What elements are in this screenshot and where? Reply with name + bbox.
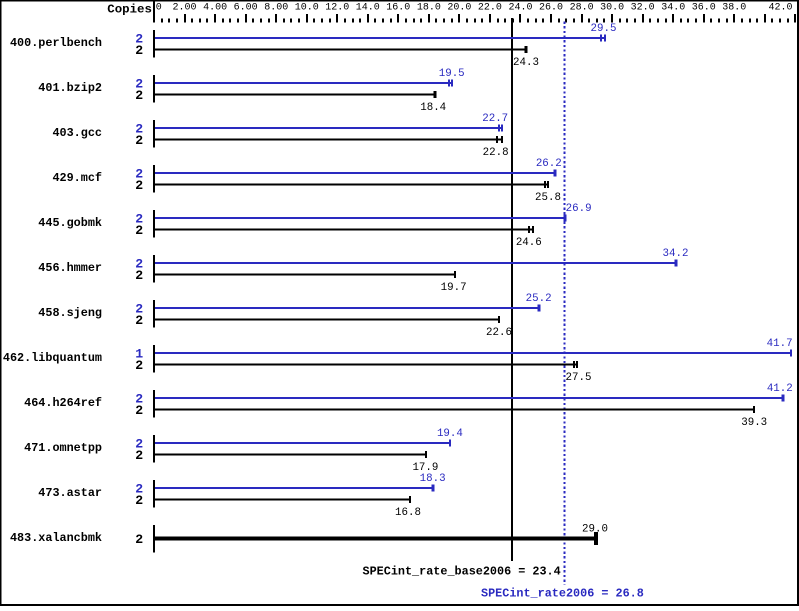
svg-text:2: 2 [135, 31, 143, 46]
svg-text:2: 2 [135, 403, 143, 418]
svg-text:34.2: 34.2 [663, 248, 689, 260]
svg-text:42.0: 42.0 [768, 3, 792, 14]
svg-text:458.sjeng: 458.sjeng [38, 306, 102, 320]
svg-text:2: 2 [135, 211, 143, 226]
svg-text:27.5: 27.5 [566, 372, 592, 384]
svg-text:29.5: 29.5 [591, 23, 617, 35]
svg-text:41.2: 41.2 [767, 383, 793, 395]
svg-text:20.0: 20.0 [447, 3, 471, 14]
svg-text:473.astar: 473.astar [38, 486, 102, 500]
svg-text:2: 2 [135, 532, 143, 547]
svg-text:462.libquantum: 462.libquantum [3, 351, 102, 365]
svg-text:2: 2 [135, 178, 143, 193]
svg-text:2: 2 [135, 481, 143, 496]
svg-text:2: 2 [135, 43, 143, 58]
svg-text:17.9: 17.9 [412, 462, 438, 474]
svg-text:2: 2 [135, 268, 143, 283]
svg-text:2: 2 [135, 166, 143, 181]
svg-text:22.0: 22.0 [478, 3, 502, 14]
svg-text:22.6: 22.6 [486, 327, 512, 339]
svg-text:19.7: 19.7 [441, 282, 467, 294]
svg-text:19.5: 19.5 [439, 68, 465, 80]
svg-text:483.xalancbmk: 483.xalancbmk [10, 531, 102, 545]
svg-text:2: 2 [135, 448, 143, 463]
svg-text:429.mcf: 429.mcf [52, 171, 102, 185]
svg-text:2.00: 2.00 [172, 3, 196, 14]
svg-text:22.8: 22.8 [483, 147, 509, 159]
svg-text:1: 1 [135, 346, 143, 361]
svg-text:400.perlbench: 400.perlbench [10, 36, 102, 50]
svg-text:25.8: 25.8 [535, 192, 561, 204]
svg-text:28.0: 28.0 [570, 3, 594, 14]
svg-text:29.0: 29.0 [582, 523, 608, 535]
svg-text:32.0: 32.0 [631, 3, 655, 14]
svg-text:2: 2 [135, 133, 143, 148]
svg-text:14.0: 14.0 [356, 3, 380, 14]
svg-text:SPECint_rate_base2006 = 23.4: SPECint_rate_base2006 = 23.4 [363, 564, 561, 578]
svg-text:26.0: 26.0 [539, 3, 563, 14]
svg-text:16.0: 16.0 [386, 3, 410, 14]
svg-text:26.2: 26.2 [536, 158, 562, 170]
svg-text:Copies: Copies [107, 3, 152, 17]
svg-text:41.7: 41.7 [767, 338, 793, 350]
svg-text:SPECint_rate2006 = 26.8: SPECint_rate2006 = 26.8 [481, 586, 644, 600]
svg-text:2: 2 [135, 256, 143, 271]
svg-text:24.3: 24.3 [513, 57, 539, 69]
svg-text:18.3: 18.3 [420, 473, 446, 485]
svg-text:24.0: 24.0 [508, 3, 532, 14]
svg-text:2: 2 [135, 88, 143, 103]
svg-text:25.2: 25.2 [526, 293, 552, 305]
svg-text:2: 2 [135, 493, 143, 508]
svg-text:2: 2 [135, 436, 143, 451]
svg-text:2: 2 [135, 358, 143, 373]
svg-text:8.00: 8.00 [264, 3, 288, 14]
svg-text:2: 2 [135, 121, 143, 136]
svg-text:2: 2 [135, 301, 143, 316]
svg-text:26.9: 26.9 [566, 203, 592, 215]
svg-text:4.00: 4.00 [203, 3, 227, 14]
svg-text:39.3: 39.3 [741, 417, 767, 429]
svg-text:30.0: 30.0 [600, 3, 624, 14]
svg-text:401.bzip2: 401.bzip2 [38, 81, 102, 95]
svg-text:403.gcc: 403.gcc [52, 126, 102, 140]
svg-text:2: 2 [135, 223, 143, 238]
svg-text:445.gobmk: 445.gobmk [38, 216, 102, 230]
svg-text:24.6: 24.6 [516, 237, 542, 249]
svg-text:22.7: 22.7 [482, 113, 508, 125]
svg-text:19.4: 19.4 [437, 428, 463, 440]
svg-text:38.0: 38.0 [722, 3, 746, 14]
svg-text:36.0: 36.0 [692, 3, 716, 14]
svg-text:2: 2 [135, 76, 143, 91]
svg-text:0: 0 [156, 3, 162, 14]
svg-text:464.h264ref: 464.h264ref [24, 396, 102, 410]
svg-text:6.00: 6.00 [234, 3, 258, 14]
svg-text:10.0: 10.0 [295, 3, 319, 14]
svg-text:18.0: 18.0 [417, 3, 441, 14]
svg-text:2: 2 [135, 313, 143, 328]
svg-text:471.omnetpp: 471.omnetpp [24, 441, 102, 455]
svg-text:12.0: 12.0 [325, 3, 349, 14]
svg-text:16.8: 16.8 [395, 507, 421, 519]
svg-text:18.4: 18.4 [420, 102, 446, 114]
svg-text:456.hmmer: 456.hmmer [38, 261, 102, 275]
svg-text:2: 2 [135, 391, 143, 406]
svg-text:34.0: 34.0 [661, 3, 685, 14]
